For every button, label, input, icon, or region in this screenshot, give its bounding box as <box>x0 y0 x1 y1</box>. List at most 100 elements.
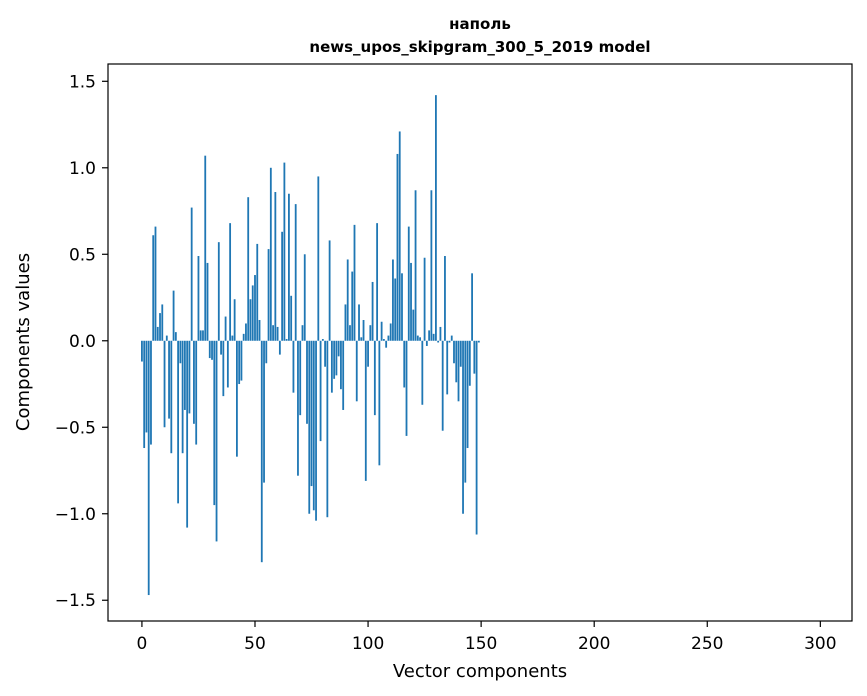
bar <box>448 340 451 343</box>
bar <box>398 131 401 341</box>
y-tick-label: −1.0 <box>55 505 96 525</box>
bar <box>199 330 202 341</box>
bar <box>265 340 268 364</box>
bar <box>213 340 216 506</box>
bar <box>269 167 272 341</box>
bar <box>276 326 279 341</box>
bar <box>414 190 417 341</box>
bar <box>362 320 365 341</box>
bar <box>170 340 173 454</box>
bar <box>450 335 453 341</box>
bar <box>351 271 354 341</box>
bar <box>437 340 440 343</box>
x-tick-label: 0 <box>137 634 148 654</box>
x-tick-label: 150 <box>465 634 497 654</box>
bar <box>358 304 360 341</box>
bar <box>226 340 229 388</box>
bar <box>326 340 329 518</box>
bar <box>340 340 342 390</box>
bar <box>297 340 299 476</box>
bar <box>371 281 374 341</box>
bar <box>183 340 186 410</box>
bar <box>378 340 381 466</box>
bar <box>179 340 182 364</box>
bar <box>233 299 236 341</box>
x-tick-label: 200 <box>578 634 610 654</box>
chart-title-line-2: news_upos_skipgram_300_5_2019 model <box>309 38 650 56</box>
bar <box>471 273 473 341</box>
bar <box>256 243 259 341</box>
bar <box>432 333 435 341</box>
y-tick-label: −1.5 <box>55 591 96 611</box>
bar <box>387 335 390 341</box>
bar <box>294 204 297 341</box>
bar <box>211 340 213 360</box>
bar <box>145 340 148 433</box>
bar <box>382 339 385 341</box>
bar <box>215 340 218 542</box>
bar <box>251 285 254 341</box>
bar <box>161 304 164 341</box>
y-tick-label: 0.5 <box>69 245 96 265</box>
bar <box>396 153 399 341</box>
bar <box>222 340 225 397</box>
bar <box>206 262 209 341</box>
chart-title-line-1: наполь <box>449 15 511 33</box>
bar <box>455 340 458 383</box>
bar <box>385 340 388 348</box>
bar <box>285 339 288 341</box>
bar <box>208 340 211 359</box>
bar <box>439 326 442 341</box>
y-tick-label: −0.5 <box>55 418 96 438</box>
bar <box>267 249 270 341</box>
bar <box>346 259 349 341</box>
bar-series <box>141 95 480 596</box>
x-tick-label: 300 <box>804 634 836 654</box>
bar <box>380 321 383 341</box>
x-tick-label: 50 <box>244 634 266 654</box>
bar <box>444 256 446 341</box>
bar <box>403 340 406 388</box>
bar <box>172 290 175 341</box>
bar <box>141 340 143 362</box>
bar <box>367 340 369 367</box>
bar <box>328 240 331 341</box>
bar <box>430 190 433 341</box>
bar <box>177 340 180 504</box>
bar <box>453 340 455 364</box>
x-tick-label: 250 <box>691 634 723 654</box>
bar <box>238 340 241 385</box>
bar <box>389 323 392 341</box>
bar <box>410 262 412 341</box>
y-axis-label: Components values <box>13 253 34 431</box>
bar <box>288 193 290 341</box>
bar <box>143 340 146 449</box>
bar <box>392 259 394 341</box>
bar <box>174 332 177 341</box>
bar <box>441 340 444 431</box>
bar <box>272 325 274 341</box>
bar <box>290 295 293 341</box>
bar <box>306 340 308 424</box>
bar <box>220 340 222 355</box>
bar <box>317 176 320 341</box>
bar <box>416 335 419 341</box>
bar <box>186 340 189 528</box>
x-axis-label: Vector components <box>393 661 567 682</box>
bar <box>405 340 408 436</box>
bar <box>249 299 252 341</box>
bar <box>165 335 168 341</box>
bar <box>260 340 263 563</box>
bar <box>163 340 166 428</box>
bar <box>315 340 317 521</box>
x-axis-ticks: 0 50 100 150 200 250 300 <box>137 621 837 654</box>
bar <box>364 340 367 481</box>
bar <box>292 340 295 393</box>
bar <box>303 254 306 341</box>
bar <box>217 242 220 341</box>
bar <box>197 256 200 341</box>
bar <box>240 340 243 381</box>
bar <box>195 340 198 445</box>
bar <box>283 162 286 341</box>
